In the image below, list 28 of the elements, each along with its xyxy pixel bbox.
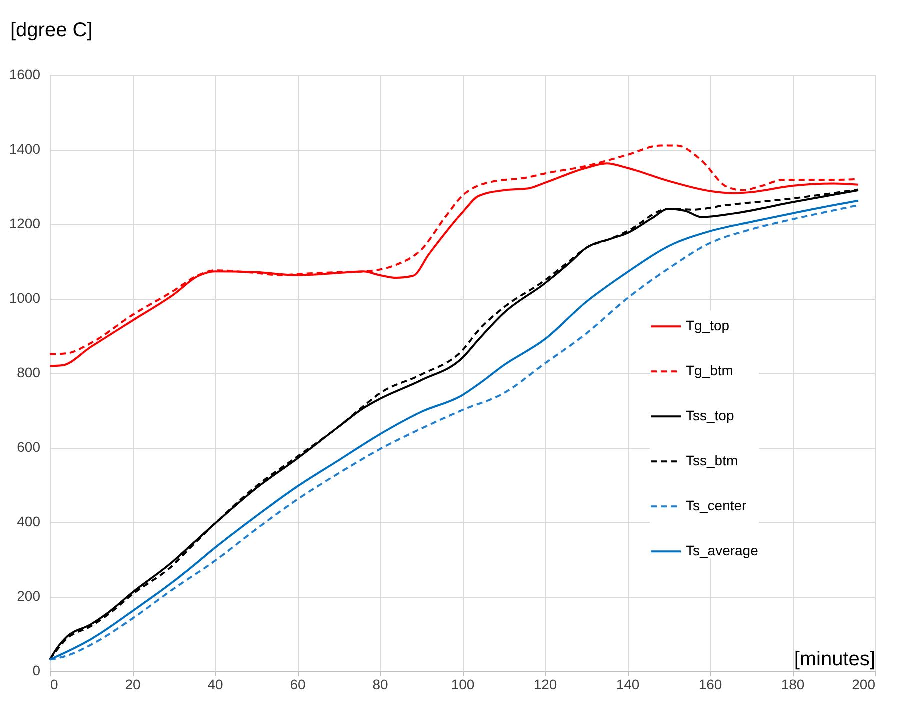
x-tick-label: 100 bbox=[451, 676, 475, 692]
legend-label: Tss_btm bbox=[686, 452, 738, 469]
x-tick-label: 180 bbox=[781, 676, 805, 692]
x-tick-label: 0 bbox=[50, 676, 58, 692]
legend-label: Tg_btm bbox=[686, 362, 734, 379]
y-tick-label: 600 bbox=[17, 439, 41, 455]
y-tick-label: 1200 bbox=[9, 216, 41, 232]
legend-label: Tss_top bbox=[686, 408, 734, 424]
x-axis-title: [minutes] bbox=[794, 648, 876, 670]
x-tick-label: 140 bbox=[616, 676, 640, 692]
legend-label: Tg_top bbox=[686, 318, 730, 334]
x-tick-label: 200 bbox=[852, 676, 876, 692]
y-tick-label: 800 bbox=[17, 364, 41, 380]
y-tick-label: 1400 bbox=[9, 141, 41, 157]
y-tick-label: 200 bbox=[17, 588, 41, 604]
x-tick-label: 160 bbox=[698, 676, 722, 692]
legend-label: Ts_center bbox=[686, 498, 748, 514]
x-tick-label: 80 bbox=[372, 676, 388, 692]
x-tick-label: 120 bbox=[534, 676, 558, 692]
legend-label: Ts_average bbox=[686, 542, 759, 559]
y-tick-label: 400 bbox=[17, 514, 41, 530]
y-tick-label: 1000 bbox=[9, 290, 41, 306]
x-tick-label: 40 bbox=[208, 676, 224, 692]
x-tick-label: 20 bbox=[125, 676, 141, 692]
y-tick-label: 0 bbox=[32, 662, 41, 678]
x-tick-label: 60 bbox=[290, 676, 306, 692]
y-tick-label: 1600 bbox=[9, 66, 41, 82]
y-axis-title: [dgree C] bbox=[10, 20, 93, 42]
